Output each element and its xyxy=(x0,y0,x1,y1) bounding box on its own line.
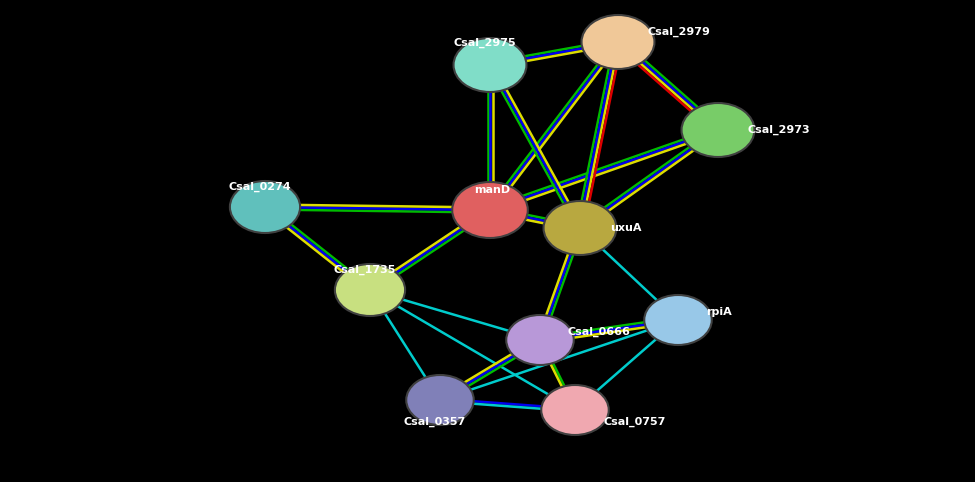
Ellipse shape xyxy=(543,201,616,255)
Ellipse shape xyxy=(682,103,755,157)
Text: Csal_2979: Csal_2979 xyxy=(648,27,711,37)
Text: Csal_0666: Csal_0666 xyxy=(568,327,631,337)
Text: Csal_2975: Csal_2975 xyxy=(453,38,517,48)
Text: Csal_1735: Csal_1735 xyxy=(333,265,396,275)
Text: manD: manD xyxy=(474,185,510,195)
Ellipse shape xyxy=(230,181,300,233)
Ellipse shape xyxy=(334,264,405,316)
Text: Csal_2973: Csal_2973 xyxy=(748,125,810,135)
Ellipse shape xyxy=(506,315,573,365)
Ellipse shape xyxy=(541,385,608,435)
Text: Csal_0274: Csal_0274 xyxy=(229,182,292,192)
Ellipse shape xyxy=(453,38,526,92)
Text: uxuA: uxuA xyxy=(610,223,642,233)
Ellipse shape xyxy=(581,15,654,69)
Text: Csal_0357: Csal_0357 xyxy=(404,417,466,427)
Text: Csal_0757: Csal_0757 xyxy=(603,417,665,427)
Text: rpiA: rpiA xyxy=(706,307,732,317)
Ellipse shape xyxy=(452,182,527,238)
Ellipse shape xyxy=(407,375,474,425)
Ellipse shape xyxy=(644,295,712,345)
